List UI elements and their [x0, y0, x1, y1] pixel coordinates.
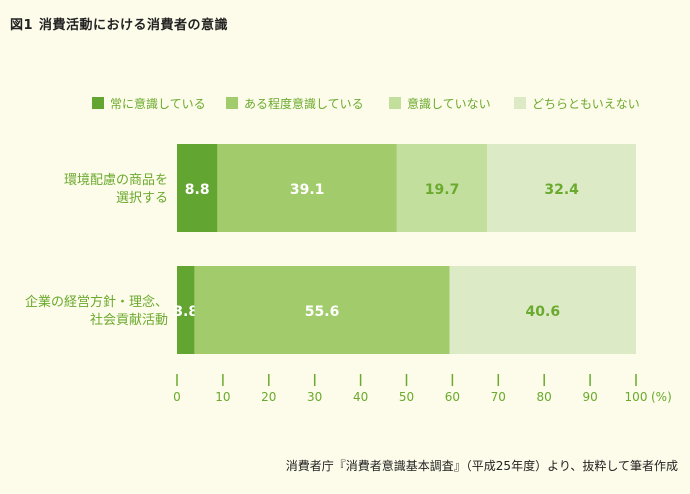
x-tick-label: 60	[445, 390, 460, 404]
x-tick-label: 20	[261, 390, 276, 404]
category-label: 社会貢献活動	[90, 312, 168, 328]
bar-segment	[177, 266, 195, 354]
category-label: 選択する	[116, 191, 168, 206]
data-label: 3.8	[173, 304, 198, 320]
figure-title: 図1 消費活動における消費者の意識	[10, 14, 228, 33]
category-label: 企業の経営方針・理念、	[25, 294, 168, 310]
bar-segment	[177, 144, 218, 232]
x-tick-label: 90	[582, 390, 597, 404]
legend-swatch	[389, 97, 401, 109]
x-tick-label: 80	[537, 390, 552, 404]
bar-segment	[487, 144, 636, 232]
x-tick-label: 0	[173, 390, 181, 404]
data-label: 39.1	[290, 182, 325, 198]
legend-label: 意識していない	[407, 96, 491, 111]
legend-swatch	[226, 97, 238, 109]
x-tick-label: 70	[491, 390, 506, 404]
legend-label: 常に意識している	[110, 96, 206, 111]
source-note: 消費者庁『消費者意識基本調査』（平成25年度）より、抜粋して筆者作成	[285, 459, 678, 473]
x-tick-label: 100	[625, 390, 648, 404]
legend-label: ある程度意識している	[244, 96, 364, 111]
data-label: 19.7	[425, 182, 460, 198]
x-tick-label: 30	[307, 390, 322, 404]
data-label: 8.8	[185, 182, 210, 198]
x-tick-label: 50	[399, 390, 414, 404]
data-label: 55.6	[305, 304, 340, 320]
x-axis-unit: (%)	[651, 390, 672, 404]
bar-segment	[194, 266, 450, 354]
legend-label: どちらともいえない	[532, 97, 640, 111]
x-tick-label: 10	[215, 390, 230, 404]
category-label: 環境配慮の商品を	[64, 173, 168, 188]
data-label: 40.6	[526, 304, 561, 320]
figure-title-text: 消費活動における消費者の意識	[39, 18, 229, 33]
legend-swatch	[514, 97, 526, 109]
x-tick-label: 40	[353, 390, 368, 404]
legend-swatch	[92, 97, 104, 109]
data-label: 32.4	[544, 182, 579, 198]
bar-segment	[396, 144, 488, 232]
bar-segment	[449, 266, 636, 354]
bar-segment	[217, 144, 397, 232]
figure-number: 図1	[10, 18, 34, 33]
